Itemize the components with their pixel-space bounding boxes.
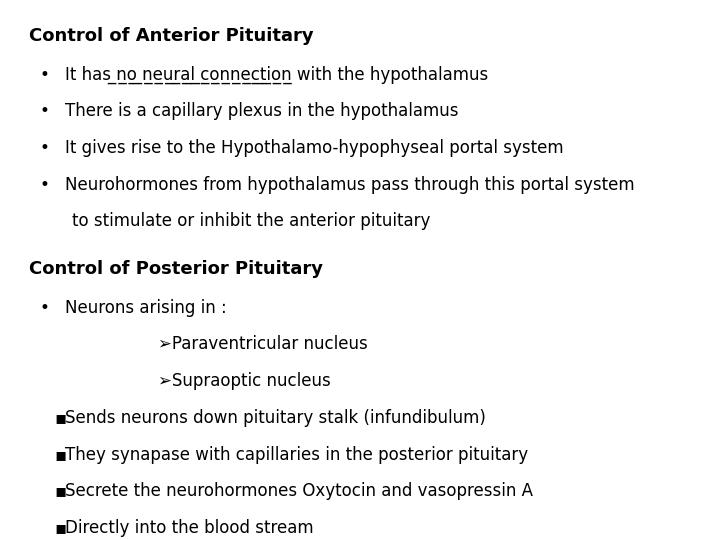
Text: It has ̲n̲o̲ ̲n̲e̲u̲r̲a̲l̲ ̲c̲o̲n̲n̲e̲c̲t̲i̲o̲n̲ with the hypothalamus: It has ̲n̲o̲ ̲n̲e̲u̲r̲a̲l̲ ̲c̲o̲n̲n̲e̲c̲… [65, 65, 488, 84]
Text: ➢Supraoptic nucleus: ➢Supraoptic nucleus [158, 372, 331, 390]
Text: Control of Posterior Pituitary: Control of Posterior Pituitary [29, 260, 323, 278]
Text: Sends neurons down pituitary stalk (infundibulum): Sends neurons down pituitary stalk (infu… [65, 409, 486, 427]
Text: ▪: ▪ [54, 446, 66, 464]
Text: to stimulate or inhibit the anterior pituitary: to stimulate or inhibit the anterior pit… [72, 212, 431, 231]
Text: •: • [40, 65, 50, 84]
Text: ▪: ▪ [54, 409, 66, 427]
Text: There is a capillary plexus in the hypothalamus: There is a capillary plexus in the hypot… [65, 102, 459, 120]
Text: •: • [40, 299, 50, 317]
Text: Neurons arising in :: Neurons arising in : [65, 299, 227, 317]
Text: ▪: ▪ [54, 482, 66, 501]
Text: Directly into the blood stream: Directly into the blood stream [65, 519, 313, 537]
Text: They synapase with capillaries in the posterior pituitary: They synapase with capillaries in the po… [65, 446, 528, 464]
Text: Secrete the neurohormones Oxytocin and vasopressin A: Secrete the neurohormones Oxytocin and v… [65, 482, 533, 501]
Text: •: • [40, 176, 50, 194]
Text: •: • [40, 102, 50, 120]
Text: ▪: ▪ [54, 519, 66, 537]
Text: •: • [40, 139, 50, 157]
Text: ➢Paraventricular nucleus: ➢Paraventricular nucleus [158, 335, 368, 354]
Text: Control of Anterior Pituitary: Control of Anterior Pituitary [29, 27, 313, 45]
Text: It gives rise to the Hypothalamo-hypophyseal portal system: It gives rise to the Hypothalamo-hypophy… [65, 139, 564, 157]
Text: Neurohormones from hypothalamus pass through this portal system: Neurohormones from hypothalamus pass thr… [65, 176, 634, 194]
